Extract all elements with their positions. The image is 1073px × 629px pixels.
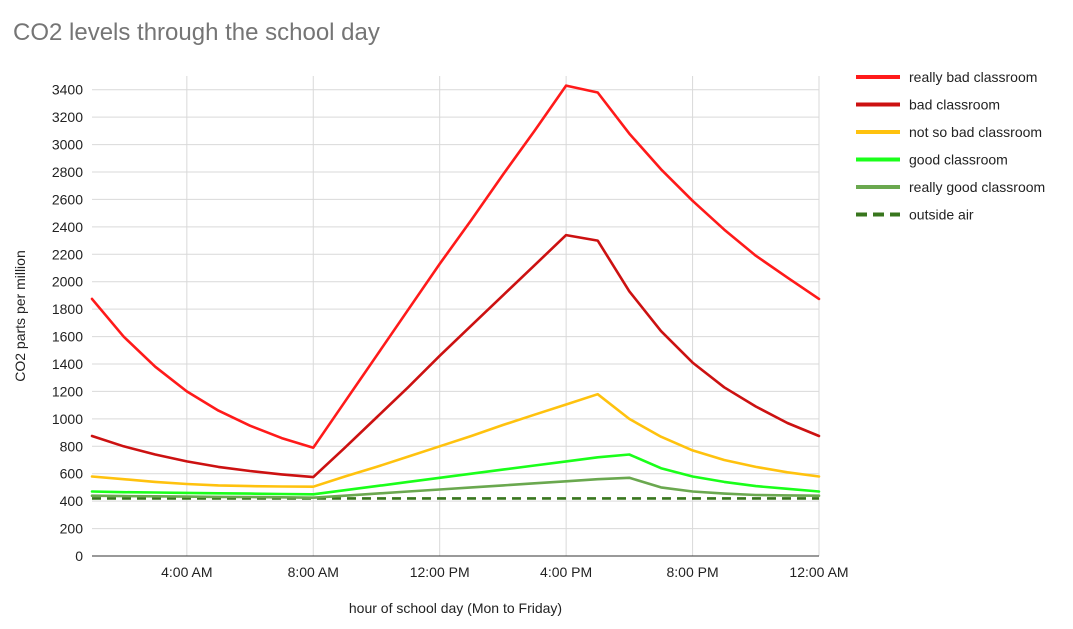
x-tick-label: 4:00 AM	[161, 564, 212, 580]
y-tick-label: 2000	[52, 274, 83, 290]
y-tick-label: 2200	[52, 246, 83, 262]
series-lines	[90, 84, 821, 500]
y-tick-label: 1600	[52, 329, 83, 345]
y-tick-label: 2800	[52, 164, 83, 180]
x-axis-title: hour of school day (Mon to Friday)	[349, 600, 562, 616]
y-tick-label: 3200	[52, 109, 83, 125]
legend-label: bad classroom	[909, 97, 1000, 113]
y-tick-label: 0	[75, 548, 83, 564]
x-tick-label: 4:00 PM	[540, 564, 592, 580]
x-tick-label: 8:00 PM	[666, 564, 718, 580]
y-tick-label: 1000	[52, 411, 83, 427]
legend-label: not so bad classroom	[909, 124, 1042, 140]
y-tick-label: 1200	[52, 383, 83, 399]
series-line	[90, 84, 821, 450]
series-line	[90, 453, 821, 496]
gridlines	[92, 76, 820, 556]
y-tick-label: 800	[60, 438, 84, 454]
y-tick-label: 2400	[52, 219, 83, 235]
y-tick-label: 200	[60, 521, 84, 537]
series-line	[90, 392, 821, 489]
legend: really bad classroom bad classroom not so …	[856, 69, 1045, 223]
y-tick-label: 1800	[52, 301, 83, 317]
y-tick-label: 3000	[52, 137, 83, 153]
legend-label: outside air	[909, 207, 974, 223]
x-tick-label: 12:00 PM	[410, 564, 470, 580]
x-tick-label: 8:00 AM	[288, 564, 339, 580]
chart-title: CO2 levels through the school day	[13, 19, 380, 46]
y-tick-label: 1400	[52, 356, 83, 372]
series-line	[90, 233, 821, 479]
y-tick-label: 400	[60, 493, 84, 509]
legend-label: really bad classroom	[909, 69, 1037, 85]
y-axis-ticks: 0 200 400 600 800 1000 1200 1400 1600 1800 2000 220…	[52, 82, 83, 564]
y-tick-label: 600	[60, 466, 84, 482]
y-axis-title: CO2 parts per million	[12, 250, 28, 382]
x-tick-label: 12:00 AM	[789, 564, 848, 580]
legend-label: good classroom	[909, 152, 1008, 168]
y-tick-label: 2600	[52, 191, 83, 207]
y-tick-label: 3400	[52, 82, 83, 98]
x-axis-ticks: 4:00 AM 8:00 AM 12:00 PM 4:00 PM 8:00 PM 12:0…	[161, 564, 848, 580]
legend-label: really good classroom	[909, 179, 1045, 195]
series-line	[90, 476, 821, 500]
